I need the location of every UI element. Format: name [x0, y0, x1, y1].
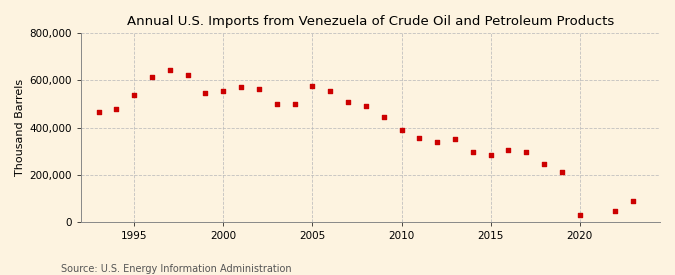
- Point: [93, 110, 104, 114]
- Point: [111, 106, 122, 111]
- Point: [414, 136, 425, 140]
- Point: [360, 104, 371, 109]
- Point: [378, 115, 389, 119]
- Point: [307, 84, 318, 89]
- Point: [450, 137, 460, 142]
- Point: [485, 152, 496, 157]
- Point: [503, 148, 514, 152]
- Point: [146, 75, 157, 79]
- Point: [396, 128, 407, 132]
- Point: [218, 89, 229, 93]
- Point: [539, 162, 549, 166]
- Point: [200, 91, 211, 96]
- Point: [129, 92, 140, 97]
- Point: [289, 102, 300, 106]
- Point: [325, 89, 335, 93]
- Title: Annual U.S. Imports from Venezuela of Crude Oil and Petroleum Products: Annual U.S. Imports from Venezuela of Cr…: [127, 15, 614, 28]
- Point: [432, 139, 443, 144]
- Point: [271, 102, 282, 106]
- Point: [610, 209, 621, 213]
- Point: [628, 198, 639, 203]
- Point: [182, 72, 193, 77]
- Point: [521, 150, 532, 155]
- Text: Source: U.S. Energy Information Administration: Source: U.S. Energy Information Administ…: [61, 264, 292, 274]
- Point: [254, 86, 265, 91]
- Point: [165, 68, 176, 72]
- Point: [574, 213, 585, 217]
- Point: [236, 85, 246, 90]
- Point: [343, 100, 354, 104]
- Point: [557, 170, 568, 174]
- Point: [468, 150, 479, 155]
- Y-axis label: Thousand Barrels: Thousand Barrels: [15, 79, 25, 176]
